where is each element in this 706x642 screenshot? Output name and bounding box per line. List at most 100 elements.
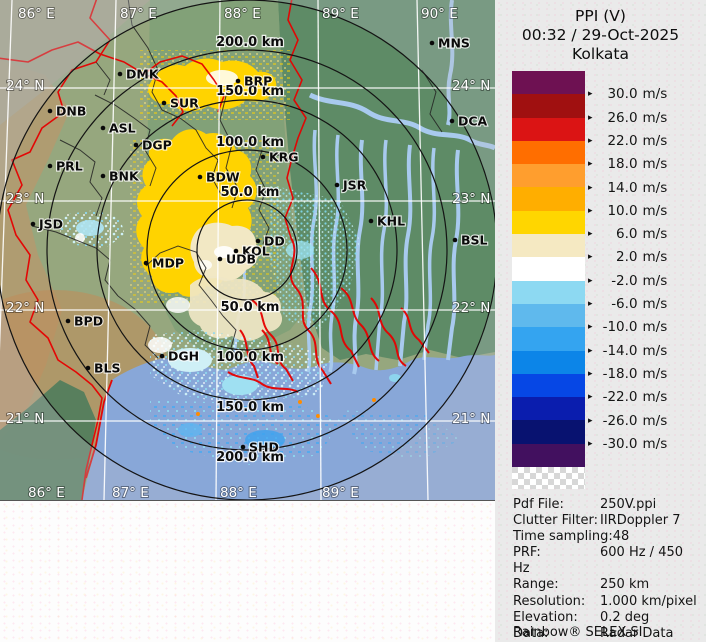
tick-triangle-icon: ▸ bbox=[588, 392, 593, 403]
info-label: Data: bbox=[513, 625, 549, 641]
district-border-path bbox=[222, 315, 242, 363]
river-path bbox=[374, 139, 389, 371]
city-marker bbox=[368, 218, 374, 224]
range-ring bbox=[196, 199, 298, 301]
grid-label: 23° N bbox=[452, 191, 490, 207]
city-marker bbox=[197, 174, 203, 180]
echo-dot bbox=[316, 414, 320, 418]
legend-color-swatch bbox=[512, 234, 585, 258]
city-label: BRP bbox=[244, 74, 272, 89]
tick-triangle-icon: ▸ bbox=[588, 438, 593, 449]
city-label: BSL bbox=[461, 233, 488, 248]
city-marker bbox=[133, 142, 139, 148]
city-label: MNS bbox=[438, 36, 470, 51]
legend-value: -26.0 bbox=[602, 412, 638, 429]
city-label: DGH bbox=[168, 349, 199, 364]
legend-value: 26.0 bbox=[607, 109, 638, 126]
echo-blob bbox=[222, 375, 258, 395]
tick-triangle-icon: ▸ bbox=[588, 182, 593, 193]
echo-blob bbox=[245, 430, 285, 450]
echo-blob bbox=[166, 297, 190, 313]
legend-unit: m/s bbox=[642, 179, 668, 196]
city-marker bbox=[233, 248, 239, 254]
echo-blob bbox=[389, 374, 401, 382]
grid-label: 89° E bbox=[322, 6, 359, 22]
legend-color-swatch bbox=[512, 187, 585, 211]
ring-label: 200.0 km bbox=[216, 450, 284, 465]
city-marker bbox=[65, 318, 71, 324]
legend-color-swatch bbox=[512, 303, 585, 328]
district-border-path bbox=[127, 0, 163, 111]
info-row: Range: 250 km bbox=[513, 577, 703, 593]
info-label: Elevation: bbox=[513, 609, 578, 625]
district-border-path bbox=[255, 149, 270, 245]
district-border-path bbox=[161, 109, 223, 197]
info-value: 600 Hz / 450 Hz bbox=[513, 545, 684, 577]
tick-triangle-icon: ▸ bbox=[588, 112, 593, 123]
legend-value: -14.0 bbox=[602, 342, 638, 359]
info-value: IIRDoppler 7 bbox=[600, 513, 681, 529]
side-panel: PPI (V) 00:32 / 29-Oct-2025 Kolkata ▸ 30.… bbox=[495, 0, 706, 642]
ring-label: 200.0 km bbox=[216, 35, 284, 50]
legend-unit: m/s bbox=[642, 249, 668, 266]
tick-triangle-icon: ▸ bbox=[588, 275, 593, 286]
city-marker bbox=[85, 365, 91, 371]
legend-color-swatch bbox=[512, 420, 585, 444]
legend-unit: m/s bbox=[642, 132, 668, 149]
legend-color-swatch bbox=[512, 397, 585, 421]
grid-label: 86° E bbox=[28, 485, 65, 500]
city-marker bbox=[47, 108, 53, 114]
tick-triangle-icon: ▸ bbox=[588, 368, 593, 379]
info-value: 1.000 km/pixel bbox=[600, 593, 697, 609]
grid-label: 24° N bbox=[452, 78, 490, 94]
legend-tick-label: ▸ 14.0 m/s bbox=[588, 179, 703, 197]
legend-value: -18.0 bbox=[602, 365, 638, 382]
info-label: Clutter Filter: bbox=[513, 513, 598, 529]
city-marker bbox=[161, 100, 167, 106]
city-label: DCA bbox=[458, 114, 488, 129]
legend-unit: m/s bbox=[642, 319, 668, 336]
grid-label: 87° E bbox=[120, 6, 157, 22]
legend-color-swatch bbox=[512, 210, 585, 235]
software-footer: Rainbow® SELEX-SI bbox=[513, 625, 643, 640]
radar-map: 50.0 km 100.0 km 150.0 km 200.0 km 50.0 km 10… bbox=[0, 0, 495, 501]
legend-tick-label: ▸ -22.0 m/s bbox=[588, 388, 703, 406]
map-svg: 50.0 km 100.0 km 150.0 km 200.0 km 50.0 km 10… bbox=[0, 0, 495, 500]
panel-title-block: PPI (V) 00:32 / 29-Oct-2025 Kolkata bbox=[495, 7, 706, 64]
tick-triangle-icon: ▸ bbox=[588, 229, 593, 240]
city-marker bbox=[429, 40, 435, 46]
city-marker bbox=[260, 154, 266, 160]
district-border-path bbox=[219, 95, 239, 209]
city-label: MDP bbox=[152, 256, 184, 271]
city-label: JSR bbox=[342, 178, 367, 193]
tick-triangle-icon: ▸ bbox=[588, 159, 593, 170]
legend-color-swatch bbox=[512, 94, 585, 118]
district-border-path bbox=[31, 225, 119, 297]
state-border-path bbox=[370, 297, 407, 367]
city-marker bbox=[159, 353, 165, 359]
legend-color-swatch bbox=[512, 117, 585, 141]
tick-triangle-icon: ▸ bbox=[588, 205, 593, 216]
info-row: Data: Radar Data bbox=[513, 626, 703, 642]
ring-label: 150.0 km bbox=[216, 84, 284, 99]
city-marker bbox=[217, 256, 223, 262]
grid-label: 87° E bbox=[112, 485, 149, 500]
grid-label: 24° N bbox=[6, 78, 44, 94]
station-name: Kolkata bbox=[572, 45, 629, 63]
range-ring bbox=[46, 49, 448, 451]
ring-label: 50.0 km bbox=[221, 185, 280, 200]
grid-label: 88° E bbox=[220, 485, 257, 500]
legend-value: 22.0 bbox=[607, 132, 638, 149]
legend-tick-label: ▸ -14.0 m/s bbox=[588, 342, 703, 360]
city-label: BPD bbox=[74, 314, 103, 329]
legend-tick-label: ▸ 2.0 m/s bbox=[588, 248, 703, 266]
district-border-path bbox=[421, 69, 443, 133]
state-border-path bbox=[227, 371, 299, 393]
grid-label: 21° N bbox=[452, 411, 490, 427]
info-label: Pdf File: bbox=[513, 497, 564, 512]
district-border-path bbox=[94, 94, 157, 187]
tick-triangle-icon: ▸ bbox=[588, 89, 593, 100]
tick-triangle-icon: ▸ bbox=[588, 415, 593, 426]
legend-tick-label: ▸ 22.0 m/s bbox=[588, 132, 703, 150]
outside-range-overlay bbox=[0, 0, 495, 500]
